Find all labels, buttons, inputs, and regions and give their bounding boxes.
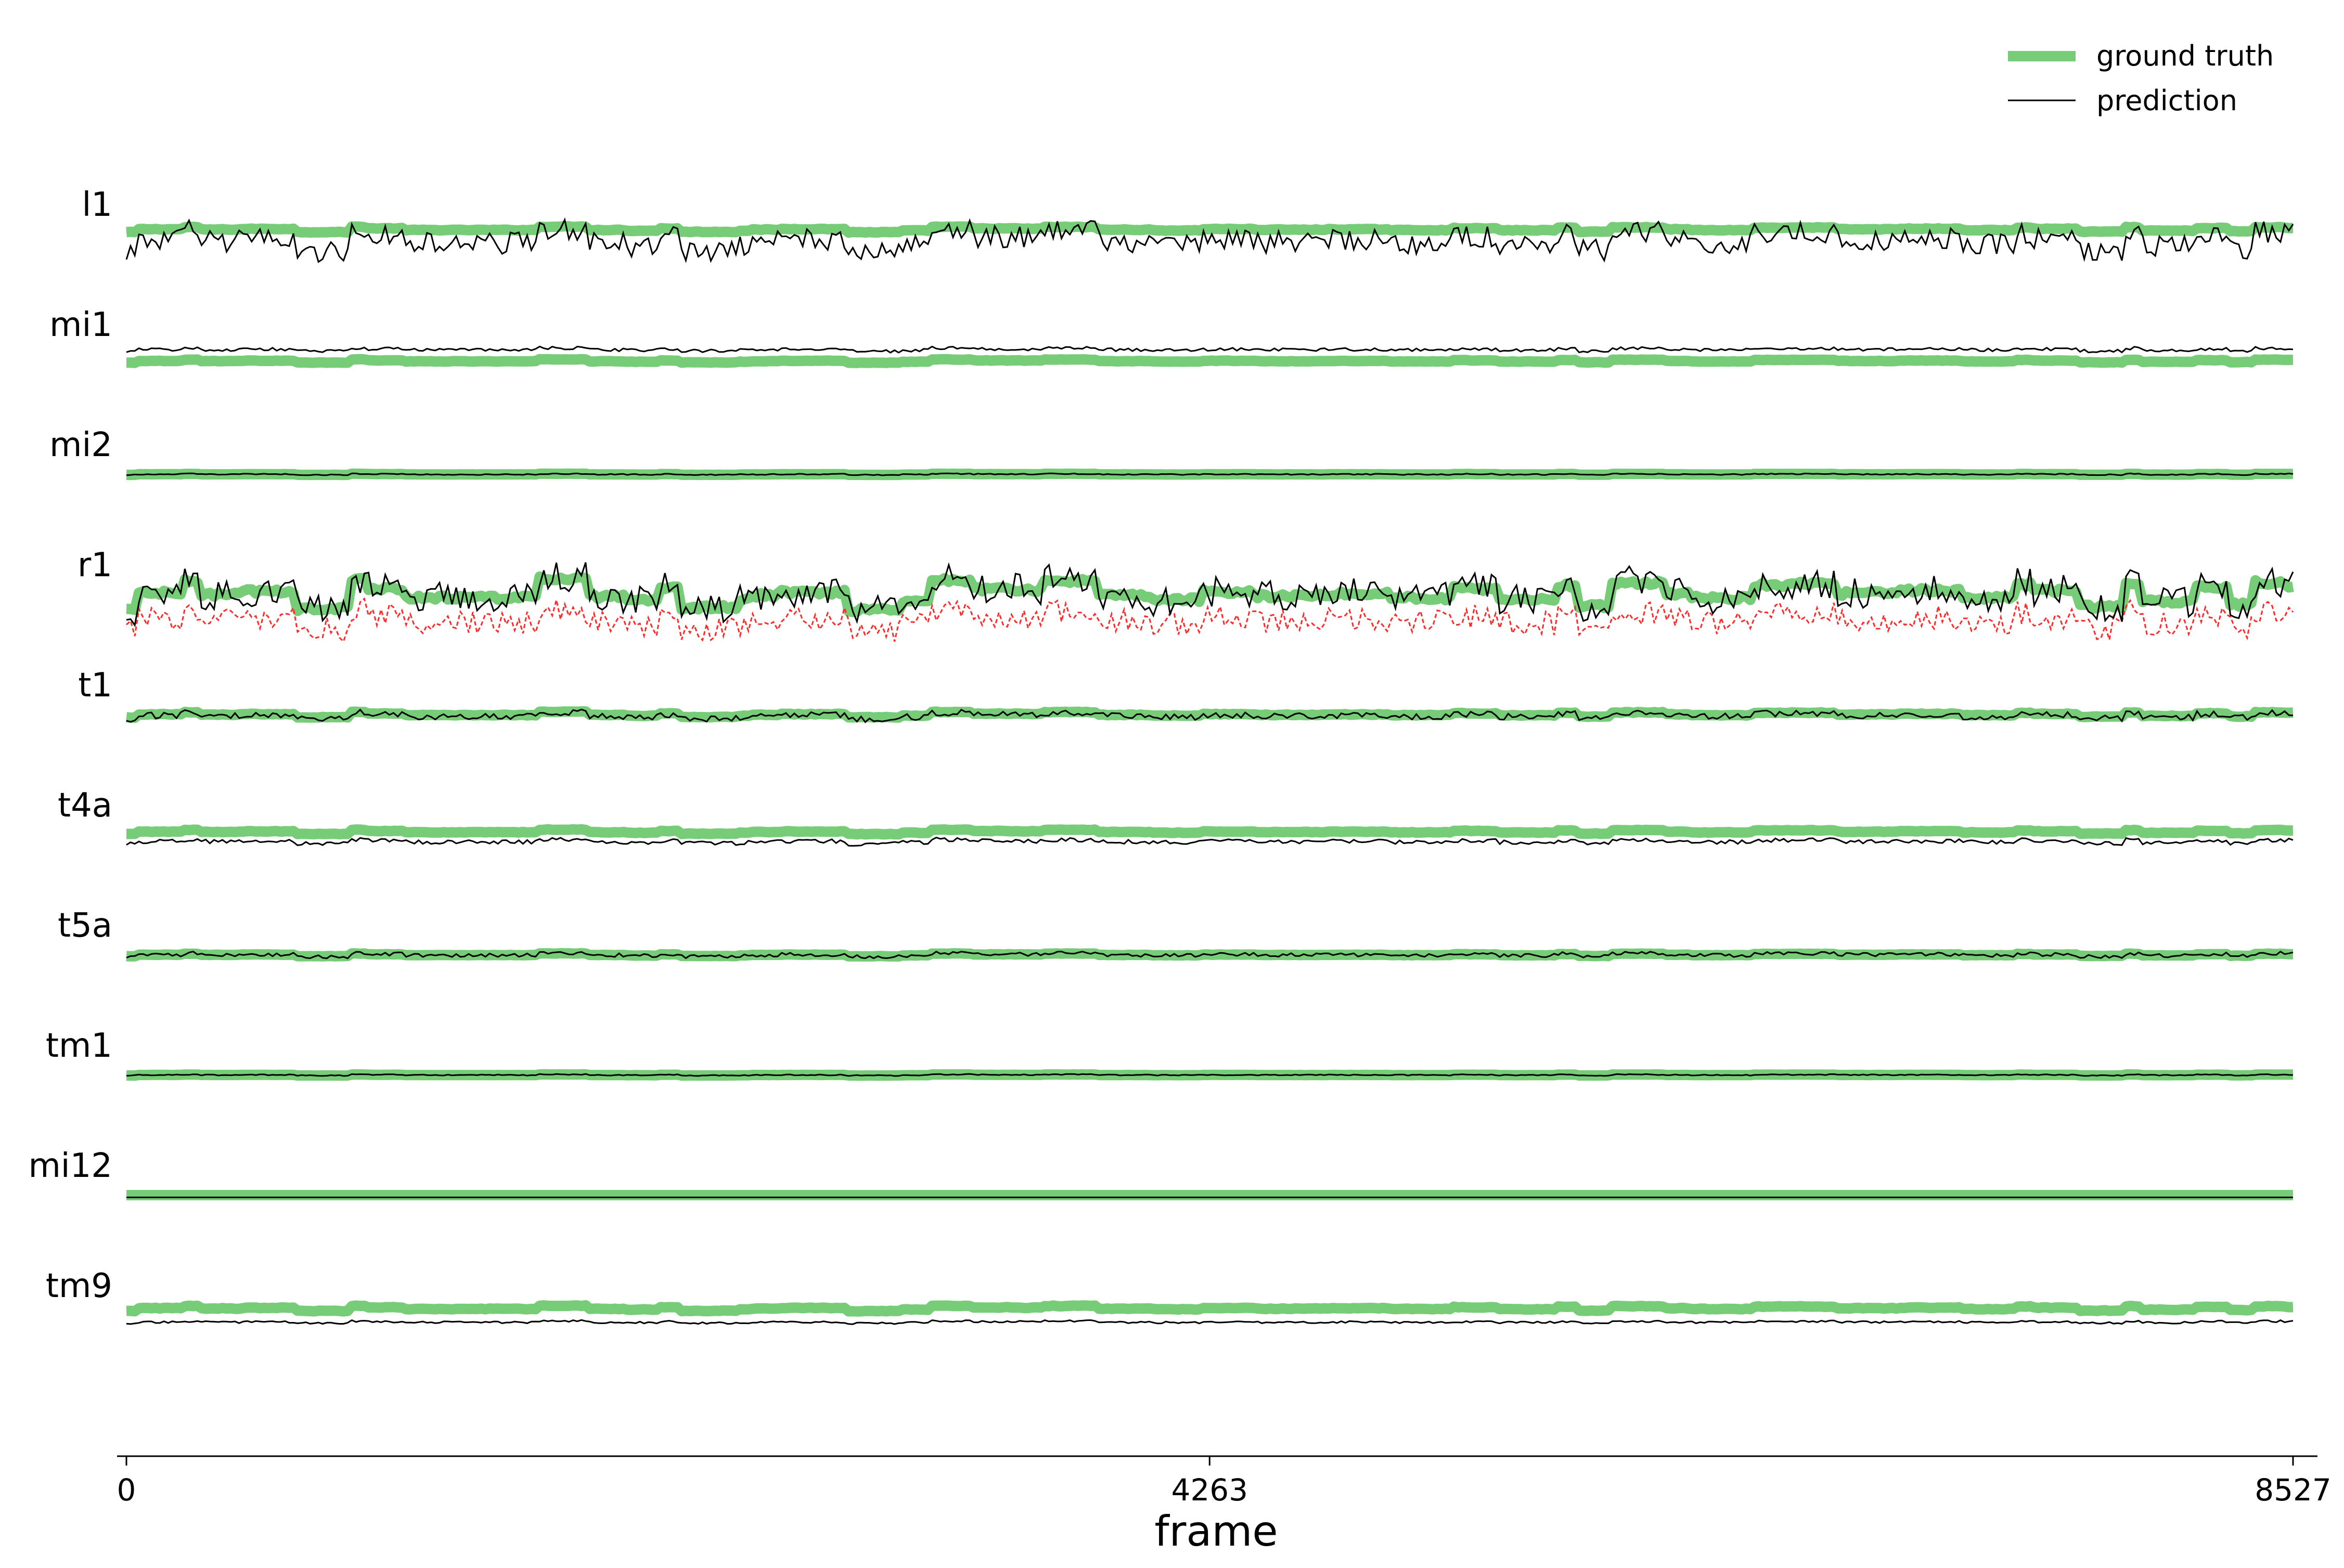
trace-label-r1: r1 bbox=[78, 546, 112, 585]
trace-mi1: mi1 bbox=[49, 306, 2294, 368]
trace-l1: l1 bbox=[82, 186, 2294, 264]
trace-mi12: mi12 bbox=[28, 1147, 2294, 1200]
trace-label-tm9: tm9 bbox=[46, 1267, 112, 1305]
trace-label-t1: t1 bbox=[78, 666, 112, 705]
trace-t4a: t4a bbox=[58, 786, 2294, 847]
trace-label-l1: l1 bbox=[82, 186, 113, 224]
prediction-line-t1 bbox=[126, 708, 2294, 723]
trace-tm9: tm9 bbox=[46, 1267, 2294, 1325]
prediction-line-r1 bbox=[126, 562, 2294, 627]
ground-truth-line-tm9 bbox=[125, 1300, 2294, 1317]
extra-line-r1 bbox=[125, 597, 2294, 643]
trace-label-t4a: t4a bbox=[58, 786, 112, 825]
x-tick-label-0: 0 bbox=[117, 1472, 136, 1508]
x-axis-title: frame bbox=[1154, 1507, 1278, 1556]
trace-label-mi12: mi12 bbox=[28, 1147, 112, 1185]
trace-r1: r1 bbox=[78, 546, 2294, 643]
ground-truth-line-t4a bbox=[125, 824, 2294, 840]
trace-label-t5a: t5a bbox=[58, 906, 112, 945]
prediction-line-tm1 bbox=[126, 1073, 2294, 1077]
legend-prediction-label: prediction bbox=[2096, 84, 2237, 117]
x-tick-label-4263: 4263 bbox=[1171, 1472, 1248, 1508]
prediction-line-t5a bbox=[126, 950, 2294, 960]
prediction-line-tm9 bbox=[126, 1319, 2294, 1325]
legend: ground truth prediction bbox=[2008, 40, 2274, 117]
trace-label-mi1: mi1 bbox=[49, 306, 112, 344]
trace-t5a: t5a bbox=[58, 906, 2294, 962]
ground-truth-line-l1 bbox=[125, 221, 2294, 238]
prediction-line-mi2 bbox=[126, 472, 2294, 476]
traces: l1 mi1 mi2 r1 t1 t4a t5a tm1 mi12 tm9 bbox=[28, 186, 2294, 1325]
x-tick-label-8527: 8527 bbox=[2255, 1472, 2332, 1508]
prediction-line-t4a bbox=[126, 836, 2294, 847]
legend-ground-truth-label: ground truth bbox=[2096, 40, 2274, 72]
trace-mi2: mi2 bbox=[49, 426, 2294, 481]
trace-t1: t1 bbox=[78, 666, 2294, 723]
trace-label-mi2: mi2 bbox=[49, 426, 112, 464]
ground-truth-line-mi1 bbox=[125, 354, 2294, 368]
x-ticks: 0 4263 8527 bbox=[117, 1456, 2332, 1508]
trace-tm1: tm1 bbox=[46, 1027, 2294, 1081]
prediction-line-mi1 bbox=[126, 345, 2294, 354]
prediction-line-l1 bbox=[125, 217, 2294, 264]
trace-label-tm1: tm1 bbox=[46, 1027, 112, 1065]
x-axis: 0 4263 8527 frame bbox=[117, 1455, 2332, 1556]
